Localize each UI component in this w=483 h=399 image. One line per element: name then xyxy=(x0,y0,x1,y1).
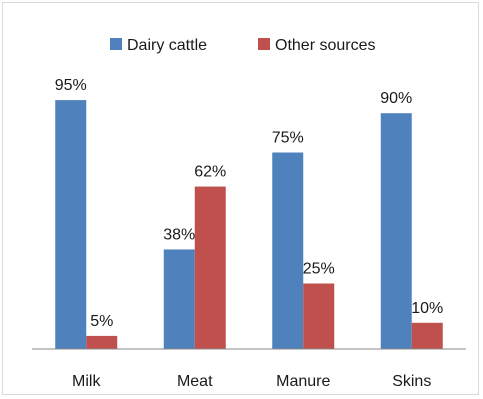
x-tick-label-meat: Meat xyxy=(177,373,213,390)
legend: Dairy cattle Other sources xyxy=(110,37,375,54)
bar-other-sources-skins xyxy=(411,322,443,349)
data-label-dairy-cattle-skins: 90% xyxy=(380,90,412,107)
bar-dairy-cattle-skins xyxy=(380,113,412,349)
data-label-other-sources-milk: 5% xyxy=(90,313,113,330)
x-tick-labels: Milk Meat Manure Skins xyxy=(72,373,431,390)
data-label-other-sources-manure: 25% xyxy=(303,261,335,278)
x-tick-label-milk: Milk xyxy=(72,373,101,390)
legend-swatch-other-sources xyxy=(258,38,270,50)
legend-swatch-dairy-cattle xyxy=(110,38,122,50)
legend-label-other-sources: Other sources xyxy=(275,37,375,54)
data-label-other-sources-skins: 10% xyxy=(411,300,443,317)
bar-dairy-cattle-meat xyxy=(163,249,195,349)
x-tick-label-skins: Skins xyxy=(392,373,431,390)
bar-dairy-cattle-milk xyxy=(55,100,87,349)
bars xyxy=(55,100,443,349)
data-label-dairy-cattle-milk: 95% xyxy=(55,77,87,94)
legend-label-dairy-cattle: Dairy cattle xyxy=(127,37,207,54)
bar-other-sources-manure xyxy=(303,283,335,349)
bar-other-sources-milk xyxy=(86,335,118,349)
data-labels: 95% 5% 38% 62% 75% 25% 90% 10% xyxy=(55,77,444,330)
data-label-dairy-cattle-manure: 75% xyxy=(272,130,304,147)
bar-dairy-cattle-manure xyxy=(272,152,304,349)
bar-other-sources-meat xyxy=(194,186,226,349)
data-label-dairy-cattle-meat: 38% xyxy=(163,226,195,243)
x-tick-label-manure: Manure xyxy=(276,373,330,390)
data-label-other-sources-meat: 62% xyxy=(194,164,226,181)
